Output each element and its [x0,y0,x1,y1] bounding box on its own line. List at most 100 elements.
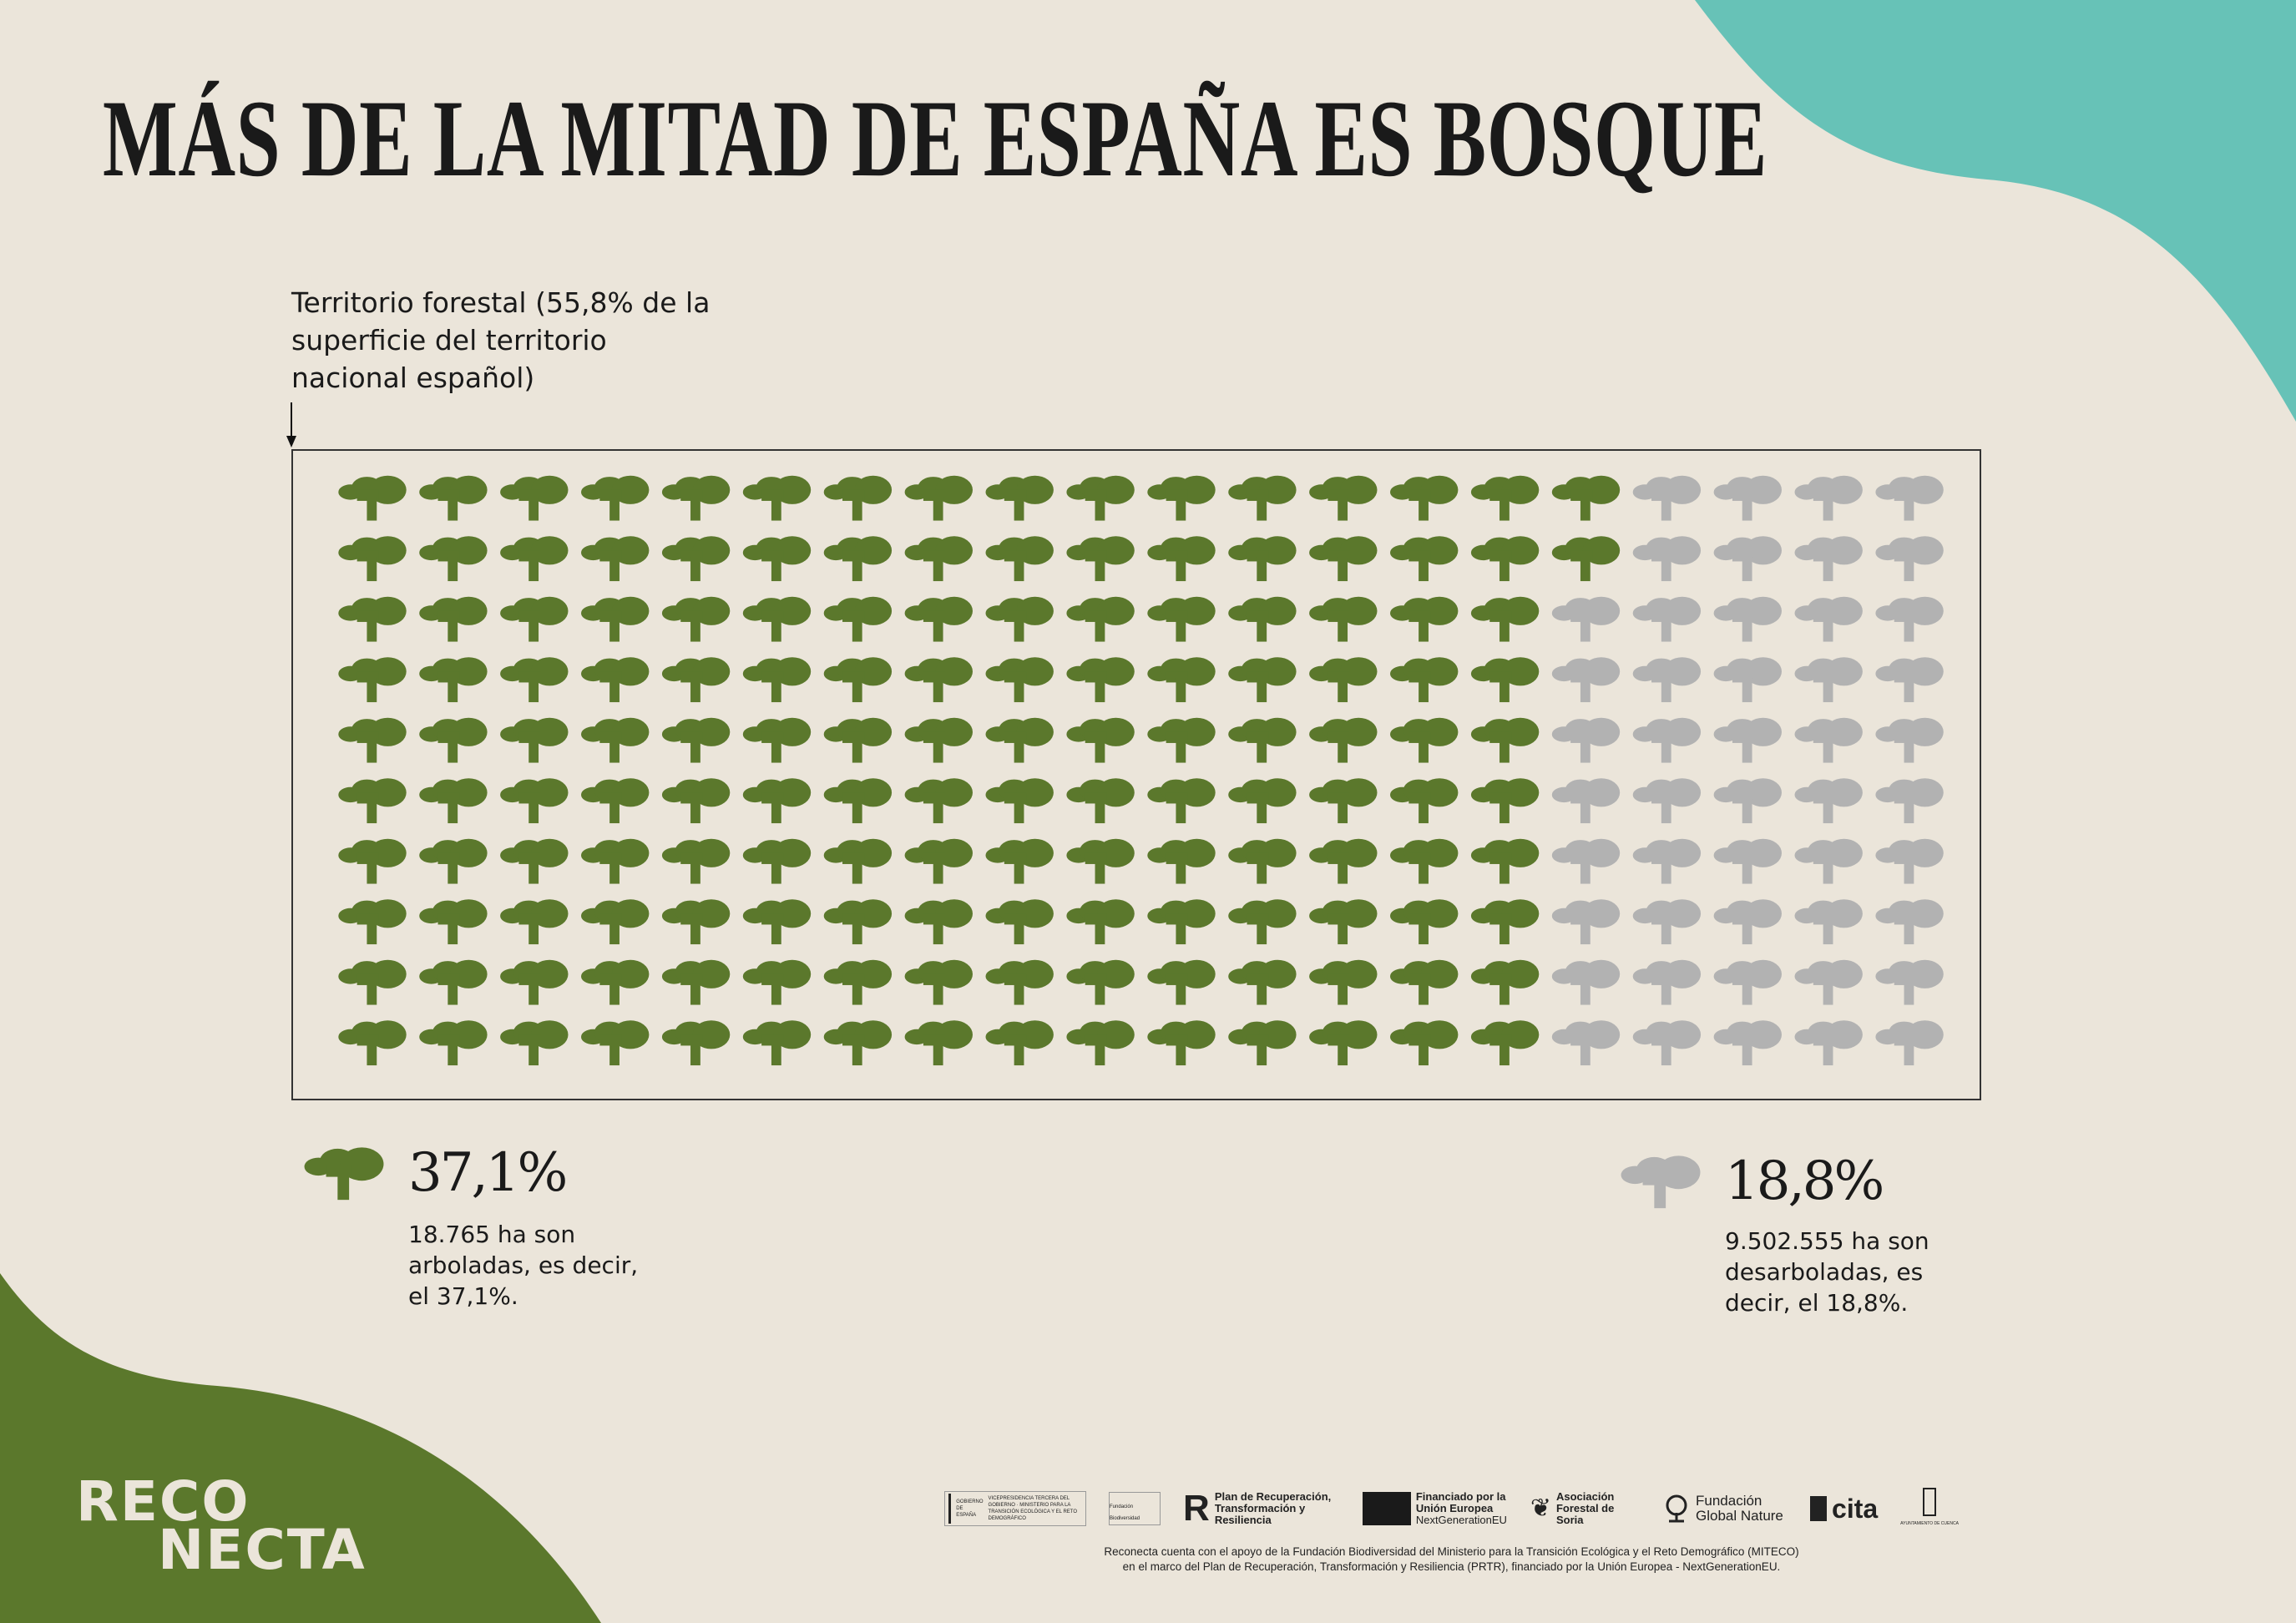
tree-mark-desarbolada [1551,959,1621,1005]
tree-mark-arbolada [1066,1020,1135,1066]
tree-mark-arbolada [1066,657,1135,703]
chart-frame [291,449,1981,1100]
tree-mark-desarbolada [1713,838,1782,884]
tree-mark-arbolada [1390,899,1459,945]
tree-mark-arbolada [823,959,893,1005]
tree-mark-arbolada [1470,899,1540,945]
legend-description: 18.765 ha son arboladas, es decir, el 37… [408,1221,639,1310]
tree-mark-arbolada [419,778,488,824]
tree-mark-arbolada [904,899,973,945]
tree-mark-arbolada [338,778,407,824]
tree-mark-arbolada [742,899,812,945]
tree-mark-desarbolada [1875,717,1944,763]
tree-mark-desarbolada [1632,475,1702,521]
tree-mark-arbolada [823,596,893,642]
arrow-down-icon [286,402,296,447]
tree-mark-arbolada [742,657,812,703]
tree-mark-arbolada [500,838,569,884]
tree-mark-desarbolada [1794,475,1863,521]
tree-mark-arbolada [419,1020,488,1066]
tree-mark-arbolada [419,536,488,582]
tree-mark-arbolada [1390,475,1459,521]
tree-mark-arbolada [1147,717,1216,763]
tree-mark-desarbolada [1875,657,1944,703]
tree-mark-arbolada [661,899,731,945]
logo-global-nature: Fundación Global Nature [1662,1494,1788,1524]
tree-mark-arbolada [1066,475,1135,521]
ministerio-label: VICEPRESIDENCIA TERCERA DEL GOBIERNO · M… [988,1496,1078,1521]
tree-mark-desarbolada [1551,899,1621,945]
tree-mark-desarbolada [1632,717,1702,763]
tree-mark-arbolada [338,536,407,582]
tree-mark-arbolada [1147,1020,1216,1066]
tree-mark-arbolada [1066,959,1135,1005]
tree-mark-arbolada [419,596,488,642]
tree-mark-arbolada [661,1020,731,1066]
prtr-label: Plan de Recuperación, Transformación y R… [1214,1490,1332,1526]
fundacion-biodiversidad-label: Fundación Biodiversidad [1110,1504,1140,1521]
tree-mark-arbolada [419,475,488,521]
tree-mark-arbolada [904,475,973,521]
cita-label: cita [1832,1494,1879,1524]
tree-mark-desarbolada [1794,778,1863,824]
tree-mark-arbolada [581,536,650,582]
tree-mark-arbolada [1228,899,1297,945]
tree-mark-arbolada [742,536,812,582]
tree-mark-arbolada [1228,657,1297,703]
tree-mark-arbolada [661,778,731,824]
tree-mark-arbolada [1147,959,1216,1005]
tree-mark-arbolada [1066,899,1135,945]
tree-mark-arbolada [823,1020,893,1066]
tree-outline-icon [1666,1494,1687,1523]
tree-mark-arbolada [1228,717,1297,763]
tree-mark-arbolada [500,959,569,1005]
tree-mark-arbolada [1390,838,1459,884]
tree-mark-desarbolada [1794,596,1863,642]
tree-mark-arbolada [500,475,569,521]
tree-mark-arbolada [985,657,1054,703]
asociacion-label: Asociación Forestal de Soria [1555,1490,1615,1526]
tree-mark-arbolada [1551,475,1621,521]
tree-mark-arbolada [338,596,407,642]
tree-mark-arbolada [1309,475,1378,521]
logo-line-1: RECO [76,1469,250,1534]
tree-mark-arbolada [1470,657,1540,703]
tree-mark-arbolada [1228,475,1297,521]
logo-ayuntamiento-cuenca: AYUNTAMIENTO DE CUENCA [1900,1488,1959,1529]
tree-mark-arbolada [581,475,650,521]
tree-mark-arbolada [904,717,973,763]
tree-mark-desarbolada [1794,717,1863,763]
tree-mark-arbolada [985,899,1054,945]
footnote: Reconecta cuenta con el apoyo de la Fund… [944,1545,1959,1575]
tree-mark-arbolada [581,959,650,1005]
tree-mark-arbolada [500,899,569,945]
tree-mark-desarbolada [1713,778,1782,824]
tree-mark-arbolada [500,1020,569,1066]
tree-mark-desarbolada [1713,596,1782,642]
logo-asociacion-forestal-soria: ❦ Asociación Forestal de Soria [1530,1491,1640,1526]
tree-mark-desarbolada [1551,838,1621,884]
tree-mark-desarbolada [1551,1020,1621,1066]
tree-mark-arbolada [1228,778,1297,824]
tree-mark-desarbolada [1875,838,1944,884]
tree-mark-arbolada [904,838,973,884]
tree-mark-arbolada [338,838,407,884]
tree-mark-arbolada [1066,778,1135,824]
tree-mark-desarbolada [1632,536,1702,582]
tree-mark-arbolada [1228,536,1297,582]
tree-mark-arbolada [1309,536,1378,582]
tree-mark-arbolada [419,959,488,1005]
tree-mark-arbolada [661,838,731,884]
tree-mark-arbolada [581,596,650,642]
tree-mark-arbolada [581,717,650,763]
tree-mark-arbolada [904,657,973,703]
r-icon: R [1183,1488,1210,1529]
eu-flag-icon [1362,1492,1411,1525]
tree-mark-desarbolada [1875,1020,1944,1066]
legend-value: 37,1% [408,1142,568,1204]
tree-mark-arbolada [1390,717,1459,763]
tree-mark-desarbolada [1713,657,1782,703]
tree-mark-arbolada [904,959,973,1005]
tree-mark-desarbolada [1713,899,1782,945]
tree-mark-desarbolada [1794,1020,1863,1066]
